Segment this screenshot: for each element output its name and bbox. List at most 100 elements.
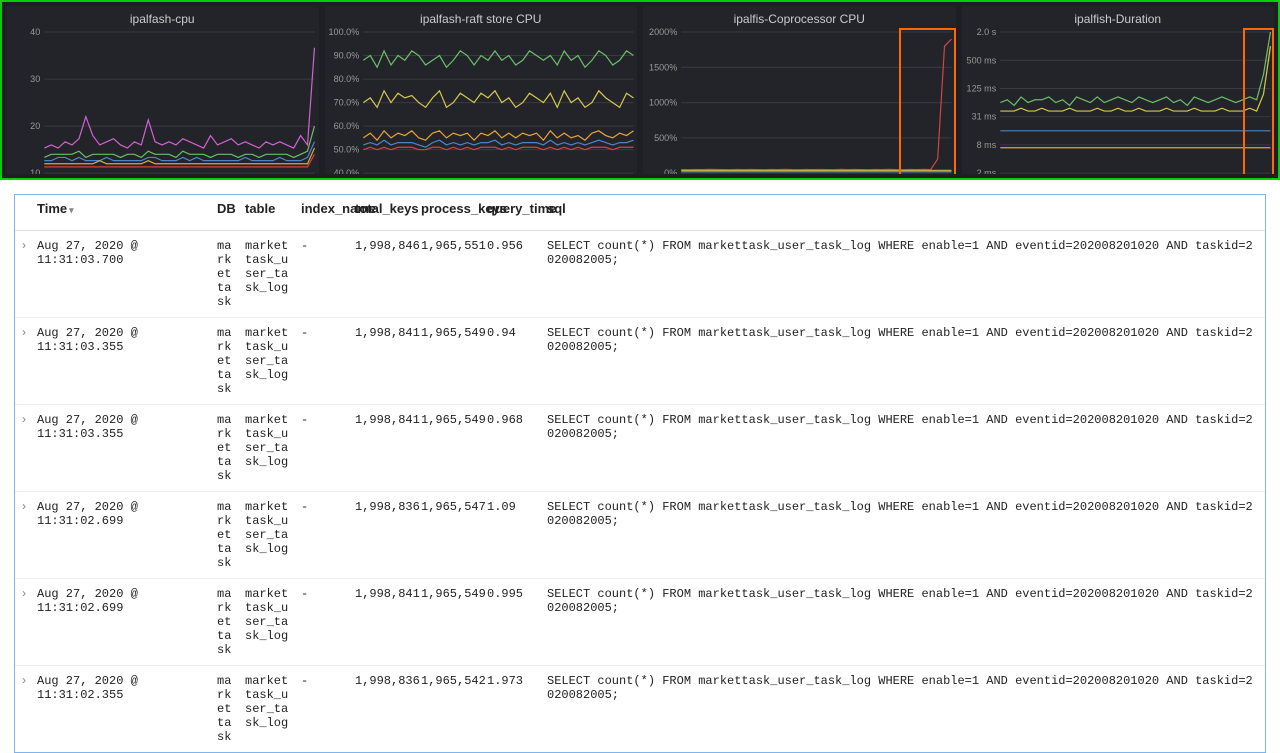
cell-query-time: 0.968 bbox=[483, 405, 543, 492]
expand-toggle[interactable]: › bbox=[15, 318, 33, 405]
chart-title: ipalfash-raft store CPU bbox=[325, 6, 638, 28]
cell-total-keys: 1,998,841 bbox=[351, 579, 417, 666]
svg-text:80.0%: 80.0% bbox=[333, 74, 359, 84]
cell-sql: SELECT count(*) FROM markettask_user_tas… bbox=[543, 492, 1265, 579]
col-process-keys[interactable]: process_keys bbox=[417, 195, 483, 231]
svg-text:40: 40 bbox=[30, 28, 40, 37]
cell-process-keys: 1,965,549 bbox=[417, 318, 483, 405]
cell-time: Aug 27, 2020 @ 11:31:03.355 bbox=[33, 318, 213, 405]
cell-query-time: 0.995 bbox=[483, 579, 543, 666]
cell-index: - bbox=[297, 492, 351, 579]
cell-time: Aug 27, 2020 @ 11:31:02.355 bbox=[33, 666, 213, 753]
expand-toggle[interactable]: › bbox=[15, 579, 33, 666]
cell-process-keys: 1,965,551 bbox=[417, 231, 483, 318]
cell-table: markettask_user_task_log bbox=[241, 231, 297, 318]
expand-toggle[interactable]: › bbox=[15, 492, 33, 579]
cell-index: - bbox=[297, 405, 351, 492]
svg-text:500 ms: 500 ms bbox=[966, 55, 996, 65]
charts-container: ipalfash-cpu40302010ipalfash-raft store … bbox=[0, 0, 1280, 180]
cell-query-time: 0.956 bbox=[483, 231, 543, 318]
expand-toggle[interactable]: › bbox=[15, 231, 33, 318]
svg-text:1000%: 1000% bbox=[649, 98, 677, 108]
col-expand bbox=[15, 195, 33, 231]
table-row: ›Aug 27, 2020 @ 11:31:03.355markettaskma… bbox=[15, 405, 1265, 492]
cell-total-keys: 1,998,841 bbox=[351, 405, 417, 492]
col-total-keys[interactable]: total_keys bbox=[351, 195, 417, 231]
chart-body: 100.0% 90.0% 80.0% 70.0% 60.0% 50.0% 40.0% bbox=[325, 28, 638, 174]
cell-process-keys: 1,965,549 bbox=[417, 579, 483, 666]
col-time[interactable]: Time▾ bbox=[33, 195, 213, 231]
sort-desc-icon: ▾ bbox=[67, 205, 74, 215]
table-header-row: Time▾ DB table index_name total_keys pro… bbox=[15, 195, 1265, 231]
svg-text:50.0%: 50.0% bbox=[333, 145, 359, 155]
cell-total-keys: 1,998,841 bbox=[351, 318, 417, 405]
chart-panel-2[interactable]: ipalfis-Coprocessor CPU2000% 1500% 1000% 50… bbox=[643, 6, 956, 174]
table-row: ›Aug 27, 2020 @ 11:31:03.355markettaskma… bbox=[15, 318, 1265, 405]
col-index-name[interactable]: index_name bbox=[297, 195, 351, 231]
cell-sql: SELECT count(*) FROM markettask_user_tas… bbox=[543, 318, 1265, 405]
svg-text:2000%: 2000% bbox=[649, 28, 677, 37]
cell-total-keys: 1,998,836 bbox=[351, 492, 417, 579]
svg-text:40.0%: 40.0% bbox=[333, 168, 359, 174]
cell-time: Aug 27, 2020 @ 11:31:02.699 bbox=[33, 492, 213, 579]
svg-text:20: 20 bbox=[30, 121, 40, 131]
cell-table: markettask_user_task_log bbox=[241, 492, 297, 579]
chart-body: 40302010 bbox=[6, 28, 319, 174]
cell-sql: SELECT count(*) FROM markettask_user_tas… bbox=[543, 579, 1265, 666]
col-query-time[interactable]: query_time bbox=[483, 195, 543, 231]
svg-text:2.0 s: 2.0 s bbox=[976, 28, 996, 37]
cell-sql: SELECT count(*) FROM markettask_user_tas… bbox=[543, 231, 1265, 318]
cell-process-keys: 1,965,547 bbox=[417, 492, 483, 579]
svg-text:100.0%: 100.0% bbox=[328, 28, 359, 37]
svg-text:2 ms: 2 ms bbox=[976, 168, 996, 174]
svg-text:90.0%: 90.0% bbox=[333, 51, 359, 61]
chart-panel-0[interactable]: ipalfash-cpu40302010 bbox=[6, 6, 319, 174]
cell-sql: SELECT count(*) FROM markettask_user_tas… bbox=[543, 405, 1265, 492]
svg-text:0%: 0% bbox=[664, 168, 677, 174]
chart-body: 2.0 s 500 ms 125 ms 31 ms 8 ms 2 ms bbox=[962, 28, 1275, 174]
cell-index: - bbox=[297, 318, 351, 405]
svg-text:125 ms: 125 ms bbox=[966, 84, 996, 94]
table-row: ›Aug 27, 2020 @ 11:31:02.355markettaskma… bbox=[15, 666, 1265, 753]
cell-db: markettask bbox=[213, 405, 241, 492]
cell-total-keys: 1,998,836 bbox=[351, 666, 417, 753]
svg-text:1500%: 1500% bbox=[649, 62, 677, 72]
query-log-table-container: Time▾ DB table index_name total_keys pro… bbox=[14, 194, 1266, 753]
svg-text:31 ms: 31 ms bbox=[971, 112, 996, 122]
cell-time: Aug 27, 2020 @ 11:31:02.699 bbox=[33, 579, 213, 666]
svg-text:500%: 500% bbox=[654, 133, 677, 143]
chart-panel-1[interactable]: ipalfash-raft store CPU100.0% 90.0% 80.0% 7… bbox=[325, 6, 638, 174]
cell-query-time: 1.09 bbox=[483, 492, 543, 579]
cell-sql: SELECT count(*) FROM markettask_user_tas… bbox=[543, 666, 1265, 753]
expand-toggle[interactable]: › bbox=[15, 666, 33, 753]
table-row: ›Aug 27, 2020 @ 11:31:03.700markettaskma… bbox=[15, 231, 1265, 318]
cell-query-time: 1.973 bbox=[483, 666, 543, 753]
chart-body: 2000% 1500% 1000% 500% 0% bbox=[643, 28, 956, 174]
cell-table: markettask_user_task_log bbox=[241, 666, 297, 753]
cell-process-keys: 1,965,549 bbox=[417, 405, 483, 492]
table-row: ›Aug 27, 2020 @ 11:31:02.699markettaskma… bbox=[15, 492, 1265, 579]
chart-title: ipalfis-Coprocessor CPU bbox=[643, 6, 956, 28]
cell-table: markettask_user_task_log bbox=[241, 318, 297, 405]
cell-db: markettask bbox=[213, 231, 241, 318]
cell-db: markettask bbox=[213, 666, 241, 753]
svg-text:70.0%: 70.0% bbox=[333, 98, 359, 108]
col-db[interactable]: DB bbox=[213, 195, 241, 231]
cell-time: Aug 27, 2020 @ 11:31:03.700 bbox=[33, 231, 213, 318]
chart-title: ipalfash-cpu bbox=[6, 6, 319, 28]
svg-text:8 ms: 8 ms bbox=[976, 140, 996, 150]
col-time-label: Time bbox=[37, 201, 67, 216]
cell-time: Aug 27, 2020 @ 11:31:03.355 bbox=[33, 405, 213, 492]
svg-text:60.0%: 60.0% bbox=[333, 121, 359, 131]
svg-text:10: 10 bbox=[30, 168, 40, 174]
cell-db: markettask bbox=[213, 579, 241, 666]
col-table[interactable]: table bbox=[241, 195, 297, 231]
chart-panel-3[interactable]: ipalfish-Duration2.0 s 500 ms 125 ms 31 ms 8… bbox=[962, 6, 1275, 174]
cell-db: markettask bbox=[213, 492, 241, 579]
expand-toggle[interactable]: › bbox=[15, 405, 33, 492]
cell-index: - bbox=[297, 231, 351, 318]
col-sql[interactable]: sql bbox=[543, 195, 1265, 231]
cell-total-keys: 1,998,846 bbox=[351, 231, 417, 318]
table-body: ›Aug 27, 2020 @ 11:31:03.700markettaskma… bbox=[15, 231, 1265, 753]
chart-title: ipalfish-Duration bbox=[962, 6, 1275, 28]
